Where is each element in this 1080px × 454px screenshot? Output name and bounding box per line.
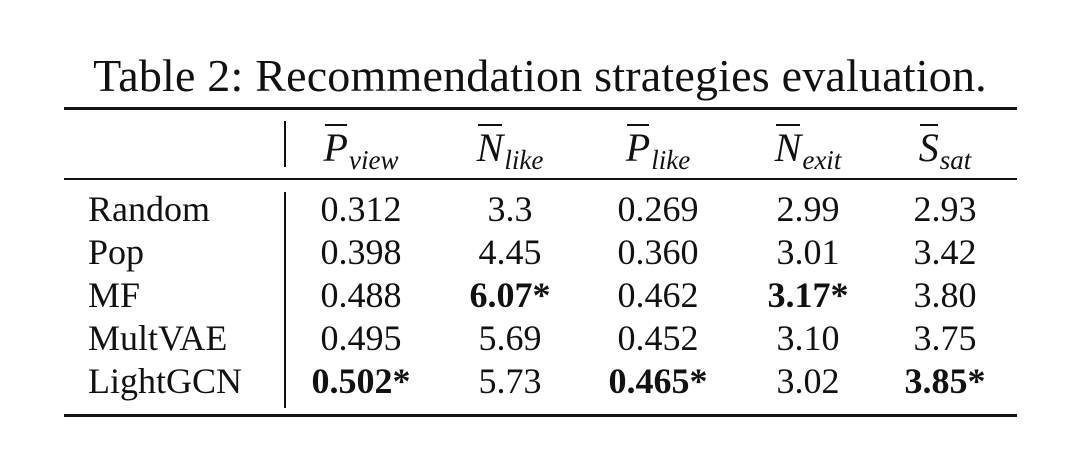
table-row: LightGCN 0.502* 5.73 0.465* 3.02 3.85*: [0, 360, 1080, 403]
column-subscript: like: [651, 145, 691, 175]
column-symbol: P: [626, 118, 650, 176]
table-row: Pop 0.398 4.45 0.360 3.01 3.42: [0, 231, 1080, 274]
table-cell: 0.502*: [311, 361, 411, 401]
column-subscript: view: [348, 145, 399, 175]
table-cell: 5.69: [478, 318, 542, 358]
table-cell: 0.269: [617, 189, 699, 229]
column-header-p-view: Pview: [291, 118, 431, 176]
row-label: MultVAE: [88, 318, 228, 358]
table-cell: 0.312: [320, 189, 402, 229]
table-cell: 3.17*: [767, 275, 849, 315]
column-subscript: sat: [939, 145, 972, 175]
vertical-rule-body: [284, 192, 286, 408]
row-label: MF: [88, 275, 141, 315]
table-cell: 6.07*: [469, 275, 551, 315]
table-row: Random 0.312 3.3 0.269 2.99 2.93: [0, 188, 1080, 231]
table-cell: 2.99: [776, 189, 840, 229]
column-header-p-like: Plike: [588, 118, 728, 176]
table-caption: Table 2: Recommendation strategies evalu…: [93, 50, 987, 101]
row-label: Pop: [88, 232, 145, 272]
table-cell: 3.85*: [904, 361, 986, 401]
table-row: MultVAE 0.495 5.69 0.452 3.10 3.75: [0, 317, 1080, 360]
column-subscript: exit: [802, 145, 842, 175]
table-cell: 3.80: [913, 275, 977, 315]
table-cell: 3.10: [776, 318, 840, 358]
table-cell: 5.73: [478, 361, 542, 401]
table-cell: 3.02: [776, 361, 840, 401]
column-header-n-exit: Nexit: [738, 118, 878, 176]
column-subscript: like: [504, 145, 544, 175]
table-cell: 3.42: [913, 232, 977, 272]
table-cell: 0.360: [617, 232, 699, 272]
table-cell: 3.75: [913, 318, 977, 358]
column-symbol: S: [919, 118, 939, 176]
vertical-rule-header: [284, 121, 286, 167]
table-cell: 2.93: [913, 189, 977, 229]
table-cell: 0.462: [617, 275, 699, 315]
bottom-rule: [64, 414, 1017, 417]
table-cell: 3.01: [776, 232, 840, 272]
table-cell: 0.465*: [608, 361, 708, 401]
table-cell: 3.3: [487, 189, 533, 229]
table-cell: 0.398: [320, 232, 402, 272]
column-symbol: N: [775, 118, 801, 176]
header-rule: [64, 178, 1017, 180]
column-symbol: P: [324, 118, 348, 176]
table-cell: 0.488: [320, 275, 402, 315]
column-header-n-like: Nlike: [440, 118, 580, 176]
table-cell: 0.495: [320, 318, 402, 358]
table-cell: 0.452: [617, 318, 699, 358]
table-row: MF 0.488 6.07* 0.462 3.17* 3.80: [0, 274, 1080, 317]
row-label: Random: [88, 189, 210, 229]
row-label: LightGCN: [88, 361, 243, 401]
table-cell: 4.45: [478, 232, 542, 272]
top-rule: [64, 107, 1017, 110]
column-symbol: N: [477, 118, 503, 176]
column-header-s-sat: Ssat: [875, 118, 1015, 176]
